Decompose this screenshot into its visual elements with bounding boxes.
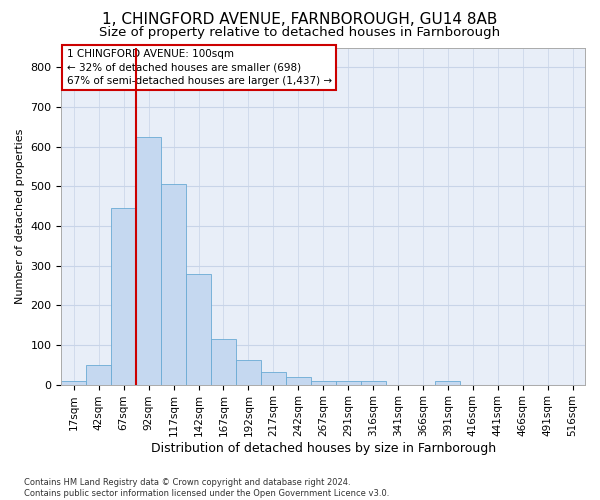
Bar [361, 382, 386, 384]
Bar [86, 365, 111, 384]
Bar [311, 380, 335, 384]
Bar [186, 274, 211, 384]
Bar [136, 136, 161, 384]
Bar [286, 378, 311, 384]
Y-axis label: Number of detached properties: Number of detached properties [15, 128, 25, 304]
X-axis label: Distribution of detached houses by size in Farnborough: Distribution of detached houses by size … [151, 442, 496, 455]
Text: Size of property relative to detached houses in Farnborough: Size of property relative to detached ho… [100, 26, 500, 39]
Bar [261, 372, 286, 384]
Bar [335, 382, 361, 384]
Text: 1 CHINGFORD AVENUE: 100sqm
← 32% of detached houses are smaller (698)
67% of sem: 1 CHINGFORD AVENUE: 100sqm ← 32% of deta… [67, 49, 332, 86]
Bar [161, 184, 186, 384]
Text: Contains HM Land Registry data © Crown copyright and database right 2024.
Contai: Contains HM Land Registry data © Crown c… [24, 478, 389, 498]
Text: 1, CHINGFORD AVENUE, FARNBOROUGH, GU14 8AB: 1, CHINGFORD AVENUE, FARNBOROUGH, GU14 8… [103, 12, 497, 28]
Bar [436, 382, 460, 384]
Bar [61, 380, 86, 384]
Bar [111, 208, 136, 384]
Bar [211, 339, 236, 384]
Bar [236, 360, 261, 384]
